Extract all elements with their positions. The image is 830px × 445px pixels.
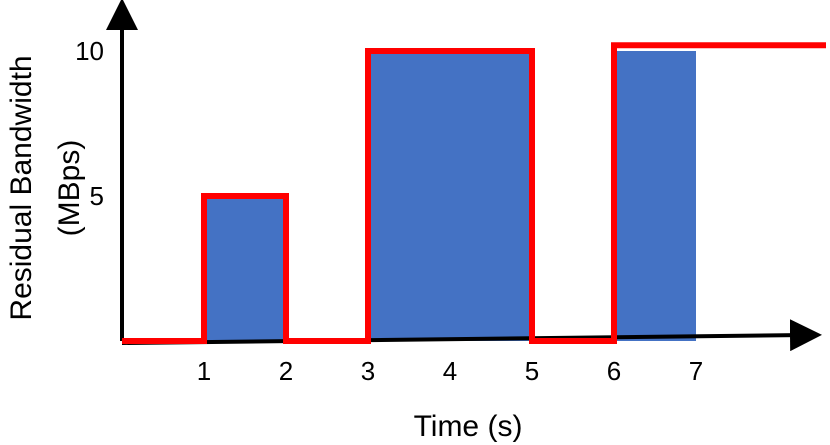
x-axis-line <box>121 319 822 352</box>
y-axis-title-line-1: Residual Bandwidth <box>5 55 38 320</box>
x-tick-label: 2 <box>279 356 293 386</box>
axis-titles: Time (s) Residual Bandwidth (MBps) <box>5 55 522 443</box>
x-tick-label: 5 <box>525 356 539 386</box>
y-tick-label: 10 <box>75 36 104 66</box>
x-tick-label: 4 <box>443 356 457 386</box>
x-tick-label: 3 <box>361 356 375 386</box>
residual-bandwidth-outline <box>122 42 826 344</box>
x-tick-label: 7 <box>689 356 703 386</box>
axes <box>106 0 822 352</box>
bandwidth-block-3 <box>614 51 696 341</box>
tick-labels: 1 2 3 4 5 6 7 5 10 <box>75 36 703 386</box>
y-axis-title: Residual Bandwidth <box>5 55 38 320</box>
residual-bandwidth-line <box>122 42 826 344</box>
x-axis-title: Time (s) <box>414 410 523 443</box>
x-tick-label: 1 <box>197 356 211 386</box>
y-axis-title-line-2: (MBps) <box>53 140 86 237</box>
y-tick-label: 5 <box>90 181 104 211</box>
bandwidth-block-2 <box>368 51 532 341</box>
bandwidth-block-1 <box>204 196 286 341</box>
bandwidth-blocks <box>204 51 696 341</box>
x-tick-label: 6 <box>607 356 621 386</box>
